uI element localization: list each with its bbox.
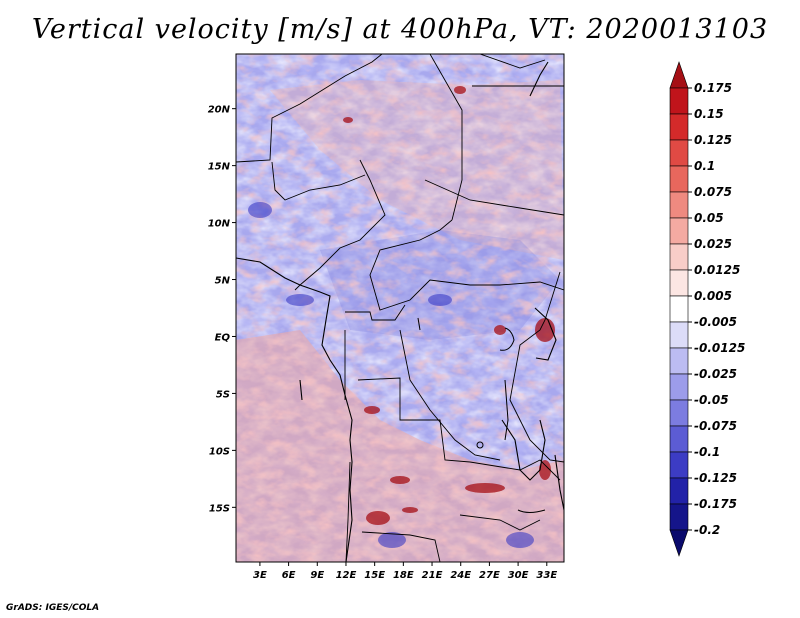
colorbar-level-label: -0.1: [694, 445, 720, 459]
lon-tick-label: 6E: [282, 570, 296, 581]
colorbar-level-label: -0.05: [694, 393, 729, 407]
colorbar-level-label: 0.175: [694, 81, 732, 95]
colorbar-swatch: [669, 191, 689, 219]
colorbar-level-label: 0.005: [694, 289, 732, 303]
plot-frame: [235, 53, 565, 563]
colorbar-swatch: [669, 165, 689, 193]
colorbar-top-arrow: [669, 61, 689, 89]
colorbar: 0.175 0.15 0.125 0.1 0.075 0.05 0.025 0.0125 0.0…: [669, 61, 745, 557]
colorbar-level-label: -0.125: [694, 471, 737, 485]
chart-title: Vertical velocity [m/s] at 400hPa, VT: 2…: [31, 14, 769, 45]
colorbar-level-label: -0.005: [694, 315, 737, 329]
lon-tick-label: 21E: [422, 570, 443, 581]
grads-credit: GrADS: IGES/COLA: [6, 603, 100, 613]
lat-tick-label: 10S: [209, 446, 230, 457]
colorbar-swatch: [669, 139, 689, 167]
colorbar-level-label: 0.15: [694, 107, 724, 121]
colorbar-swatch: [669, 451, 689, 479]
colorbar-swatch: [669, 347, 689, 375]
colorbar-level-label: 0.0125: [694, 263, 740, 277]
colorbar-swatch: [669, 321, 689, 349]
colorbar-bottom-arrow: [669, 529, 689, 557]
colorbar-swatch: [669, 295, 689, 323]
colorbar-swatch: [669, 269, 689, 297]
colorbar-level-label: 0.025: [694, 237, 732, 251]
colorbar-swatch: [669, 425, 689, 453]
coastline: [236, 61, 564, 562]
colorbar-level-label: -0.025: [694, 367, 737, 381]
colorbar-level-label: 0.1: [694, 159, 715, 173]
latitude-axis: 20N 15N 10N 5N EQ 5S 10S 15S: [208, 105, 236, 514]
colorbar-level-label: -0.0125: [694, 341, 745, 355]
strong-descent-cells: [248, 202, 534, 548]
lon-tick-label: 30E: [508, 570, 529, 581]
velocity-field: [236, 54, 564, 562]
lon-tick-label: 24E: [450, 570, 471, 581]
country-borders: [236, 54, 564, 562]
lon-tick-label: 15E: [364, 570, 385, 581]
colorbar-swatch: [669, 503, 689, 531]
strong-ascent-cells: [343, 86, 555, 525]
lat-tick-label: EQ: [215, 332, 231, 343]
lakes: [417, 317, 546, 513]
lat-tick-label: 10N: [208, 219, 231, 230]
lon-tick-label: 9E: [310, 570, 324, 581]
lon-tick-label: 33E: [536, 570, 557, 581]
colorbar-level-label: 0.05: [694, 211, 724, 225]
lat-tick-label: 20N: [208, 105, 231, 116]
colorbar-swatch: [669, 373, 689, 401]
lon-tick-label: 12E: [336, 570, 357, 581]
lon-tick-label: 18E: [393, 570, 414, 581]
lat-tick-label: 5S: [216, 389, 230, 400]
colorbar-level-label: 0.075: [694, 185, 732, 199]
lat-tick-label: 5N: [215, 276, 231, 287]
lon-tick-label: 27E: [479, 570, 500, 581]
field-ascent-texture: [236, 54, 564, 562]
colorbar-level-label: -0.175: [694, 497, 737, 511]
colorbar-level-label: -0.2: [694, 523, 720, 537]
lon-tick-label: 3E: [253, 570, 267, 581]
colorbar-swatch: [669, 477, 689, 505]
colorbar-swatch: [669, 87, 689, 115]
lat-tick-label: 15S: [209, 503, 230, 514]
colorbar-swatch: [669, 113, 689, 141]
colorbar-swatch: [669, 243, 689, 271]
colorbar-level-label: -0.075: [694, 419, 737, 433]
colorbar-swatch: [669, 217, 689, 245]
longitude-axis: 3E 6E 9E 12E 15E 18E 21E 24E 27E 30E 33E: [253, 562, 557, 581]
colorbar-swatch: [669, 399, 689, 427]
colorbar-level-label: 0.125: [694, 133, 732, 147]
lat-tick-label: 15N: [208, 162, 231, 173]
